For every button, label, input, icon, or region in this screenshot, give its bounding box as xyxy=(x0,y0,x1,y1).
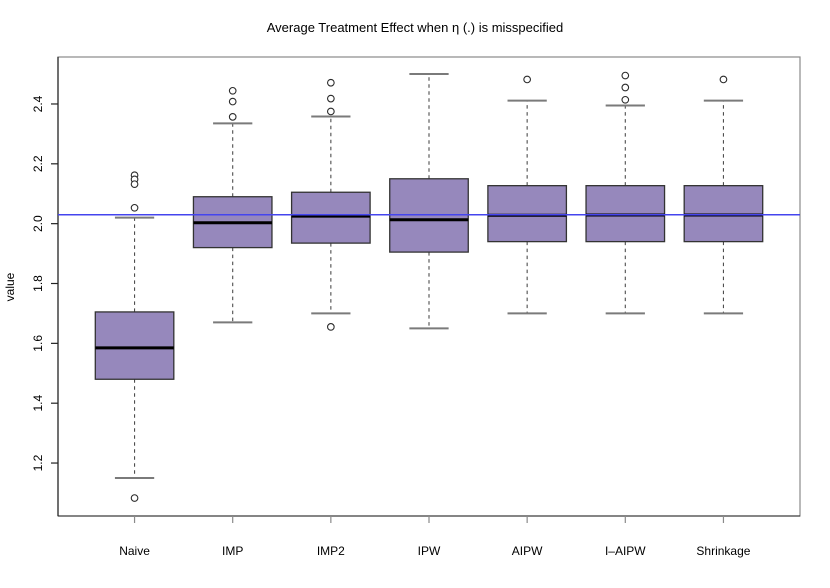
y-tick-label: 1.6 xyxy=(31,335,45,352)
plot-frame xyxy=(57,56,801,517)
iqr-box xyxy=(487,185,568,243)
x-category-label: I–AIPW xyxy=(605,544,646,558)
outlier-point xyxy=(228,97,237,106)
outlier-point xyxy=(621,95,630,104)
box-group-shrinkage xyxy=(683,99,764,315)
outlier-point xyxy=(228,86,237,95)
x-category-label: IMP2 xyxy=(317,544,345,558)
x-category-label: Naive xyxy=(119,544,150,558)
y-tick-label: 1.8 xyxy=(31,275,45,292)
outlier-point xyxy=(327,78,335,87)
outlier-point xyxy=(621,71,630,80)
outlier-point xyxy=(130,203,139,212)
outlier-point xyxy=(130,494,139,502)
chart-title: Average Treatment Effect when η (.) is m… xyxy=(266,20,564,35)
y-tick-label: 1.4 xyxy=(31,395,45,412)
outlier-point xyxy=(228,112,237,121)
y-axis-label: value xyxy=(3,272,17,302)
outlier-point xyxy=(327,94,335,103)
box-group-i-aipw xyxy=(585,104,666,315)
y-tick-label: 2.4 xyxy=(31,95,45,112)
outlier-point xyxy=(327,323,335,331)
x-category-label: Shrinkage xyxy=(696,544,750,558)
box-group-ipw xyxy=(389,73,469,330)
outlier-point xyxy=(621,83,630,92)
iqr-box xyxy=(94,311,175,380)
x-category-label: IPW xyxy=(418,544,441,558)
x-category-label: IMP xyxy=(222,544,243,558)
box-group-imp2 xyxy=(290,115,371,315)
y-tick-label: 2.2 xyxy=(31,155,45,172)
y-tick-label: 1.2 xyxy=(31,454,45,471)
box-group-imp xyxy=(192,122,273,324)
outlier-point xyxy=(327,107,335,116)
box-group-aipw xyxy=(487,99,568,315)
y-tick-label: 2.0 xyxy=(31,215,45,232)
x-category-label: AIPW xyxy=(512,544,543,558)
outlier-point xyxy=(130,180,139,189)
box-group-naive xyxy=(94,216,175,479)
outlier-point xyxy=(719,75,728,84)
outlier-point xyxy=(523,75,531,84)
